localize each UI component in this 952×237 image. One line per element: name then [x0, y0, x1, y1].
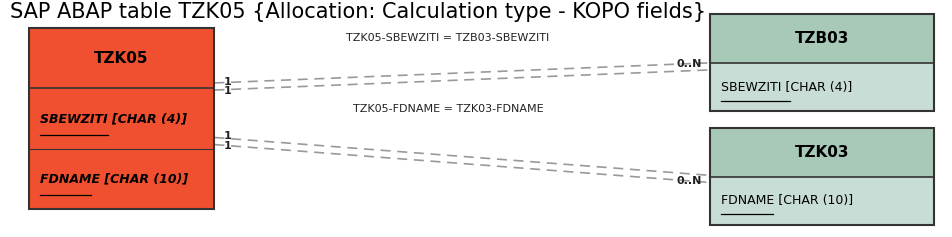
Text: FDNAME [CHAR (10)]: FDNAME [CHAR (10)]	[721, 194, 853, 207]
Text: SBEWZITI [CHAR (4)]: SBEWZITI [CHAR (4)]	[40, 112, 187, 125]
FancyBboxPatch shape	[29, 88, 214, 149]
FancyBboxPatch shape	[709, 177, 933, 225]
Text: 0..N: 0..N	[676, 176, 702, 186]
Text: 0..N: 0..N	[676, 59, 702, 69]
Text: 1: 1	[224, 141, 231, 151]
Text: SBEWZITI [CHAR (4)]: SBEWZITI [CHAR (4)]	[721, 81, 852, 94]
Text: FDNAME [CHAR (10)]: FDNAME [CHAR (10)]	[40, 172, 188, 185]
Text: 1: 1	[224, 77, 231, 87]
FancyBboxPatch shape	[29, 28, 214, 88]
Text: TZK05-SBEWZITI = TZB03-SBEWZITI: TZK05-SBEWZITI = TZB03-SBEWZITI	[346, 33, 549, 43]
FancyBboxPatch shape	[709, 14, 933, 63]
Text: TZB03: TZB03	[794, 31, 848, 46]
FancyBboxPatch shape	[29, 149, 214, 209]
Text: TZK03: TZK03	[794, 145, 848, 160]
FancyBboxPatch shape	[709, 63, 933, 111]
Text: TZK05-FDNAME = TZK03-FDNAME: TZK05-FDNAME = TZK03-FDNAME	[352, 104, 543, 114]
Text: TZK05: TZK05	[94, 51, 149, 66]
FancyBboxPatch shape	[709, 128, 933, 177]
Text: SAP ABAP table TZK05 {Allocation: Calculation type - KOPO fields}: SAP ABAP table TZK05 {Allocation: Calcul…	[10, 2, 704, 22]
Text: 1: 1	[224, 86, 231, 96]
Text: 1: 1	[224, 131, 231, 141]
